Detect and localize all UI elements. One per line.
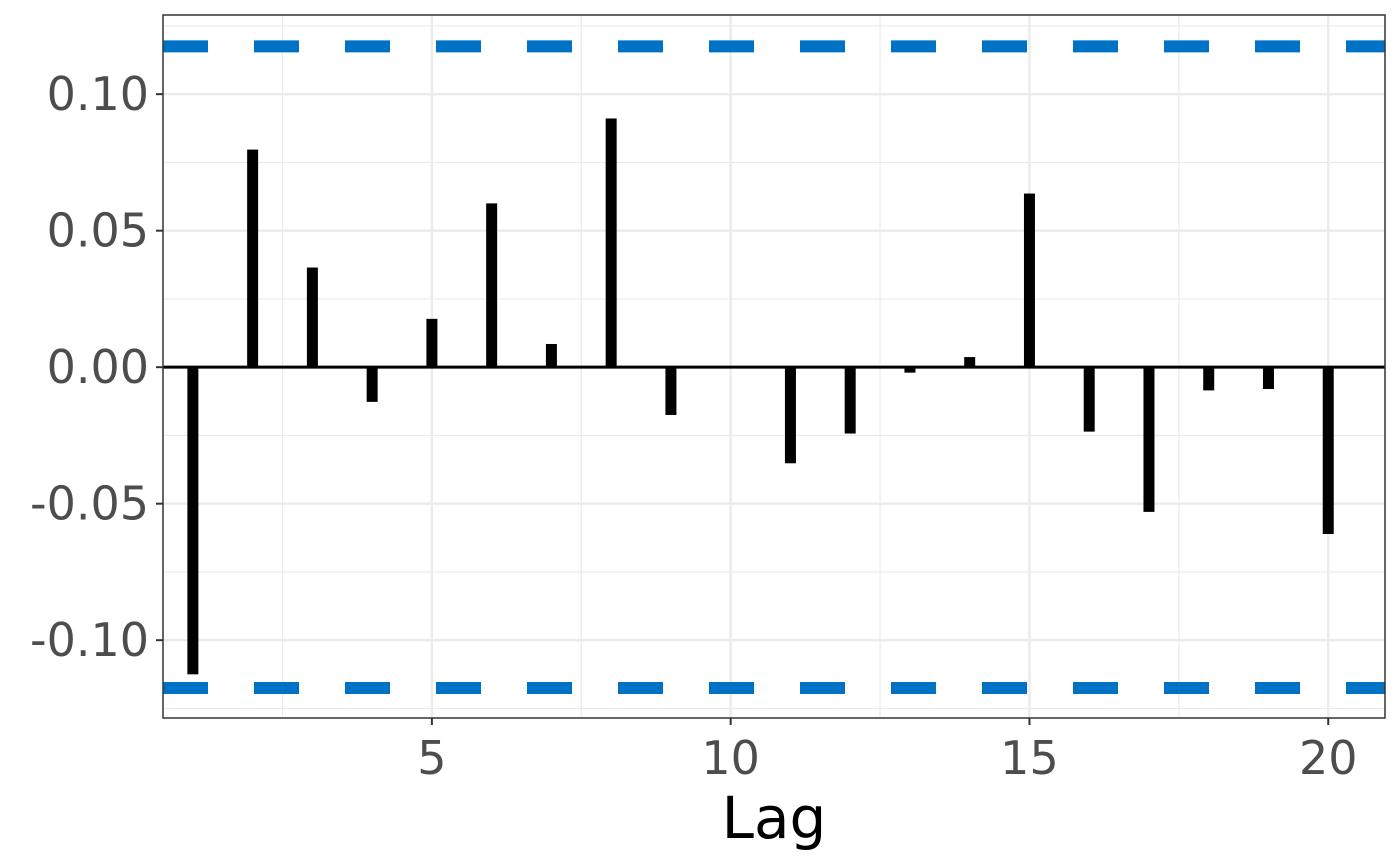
acf-bar-lag-17 <box>1143 367 1155 512</box>
acf-bar-lag-18 <box>1203 367 1215 391</box>
acf-bar-lag-11 <box>784 367 796 464</box>
acf-bar-lag-3 <box>306 267 318 368</box>
x-tick-label: 15 <box>1000 731 1059 785</box>
x-axis: 5 10 15 20 <box>417 718 1358 785</box>
acf-bar-lag-20 <box>1322 367 1334 534</box>
x-tick-label: 5 <box>417 731 446 785</box>
acf-bar-lag-1 <box>187 367 199 675</box>
y-axis: -0.10 -0.05 0.00 0.05 0.10 <box>30 67 163 667</box>
acf-bar-lag-19 <box>1262 367 1274 390</box>
y-tick-label: 0.05 <box>47 204 149 258</box>
y-tick-label: 0.00 <box>47 340 149 394</box>
acf-bar-lag-15 <box>1023 193 1035 368</box>
acf-bar-lag-6 <box>486 203 498 368</box>
y-tick-label: -0.10 <box>30 613 149 667</box>
x-axis-title: Lag <box>722 784 827 852</box>
x-tick-label: 10 <box>701 731 760 785</box>
acf-bars <box>163 118 1385 675</box>
acf-bar-lag-5 <box>426 318 438 368</box>
acf-bar-lag-4 <box>366 367 378 402</box>
confidence-bounds <box>163 40 1385 694</box>
acf-bar-lag-7 <box>545 343 557 368</box>
acf-bar-lag-9 <box>665 367 677 415</box>
acf-bar-lag-8 <box>605 118 617 368</box>
minor-grid <box>163 15 1385 718</box>
acf-bar-lag-13 <box>904 367 916 373</box>
y-tick-label: -0.05 <box>30 477 149 531</box>
y-tick-label: 0.10 <box>47 67 149 121</box>
acf-bar-lag-12 <box>844 367 856 434</box>
acf-bar-lag-14 <box>964 357 976 368</box>
x-tick-label: 20 <box>1299 731 1358 785</box>
acf-bar-lag-2 <box>247 149 259 368</box>
acf-bar-lag-16 <box>1083 367 1095 432</box>
